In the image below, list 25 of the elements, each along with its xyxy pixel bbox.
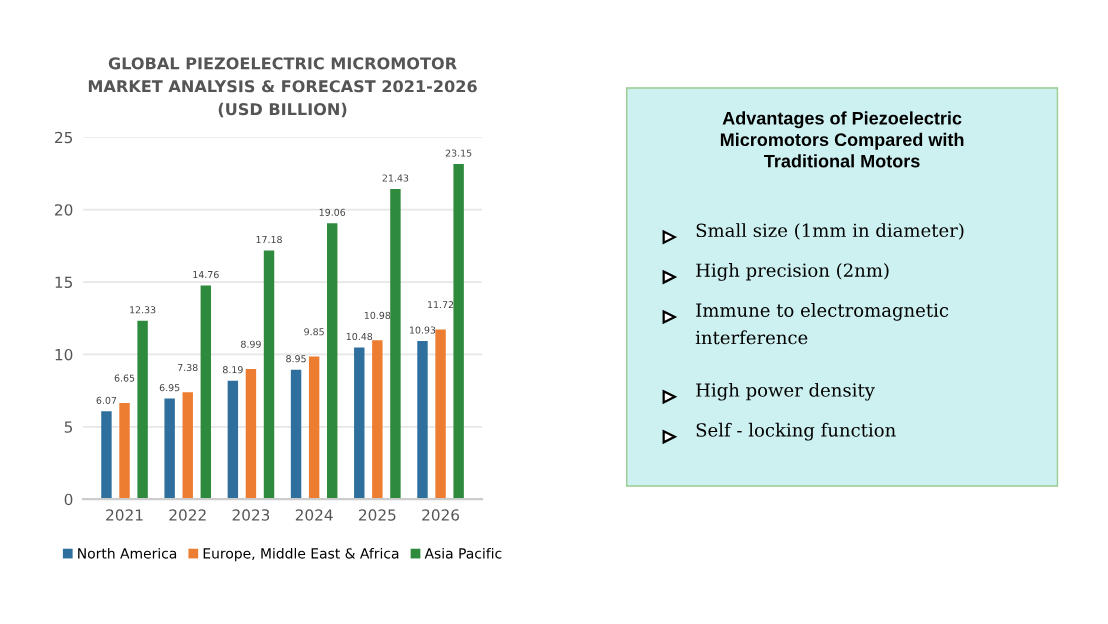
bar (327, 223, 338, 500)
bar (372, 340, 383, 500)
bar (417, 340, 428, 500)
bar (435, 329, 446, 500)
bar (245, 369, 257, 500)
bar (137, 320, 148, 500)
text: Small size (1mm in diameter) (696, 223, 964, 240)
bar (453, 164, 464, 500)
bar (308, 356, 320, 500)
text: Advantages of Piezoelectric Micromotors Compared with Traditional Motors (720, 111, 964, 168)
text: High precision (2nm) (696, 263, 889, 281)
bar (182, 392, 193, 500)
text: Immune to electromagnetic interference (695, 303, 949, 345)
bar (263, 250, 275, 500)
bar (200, 285, 212, 500)
bar (119, 402, 130, 500)
bar (354, 347, 365, 500)
text: High power density (696, 382, 875, 401)
bar (290, 369, 302, 500)
bar (101, 411, 112, 500)
bar (390, 188, 401, 500)
text: Self - locking function (696, 422, 896, 441)
chart-title: GLOBAL PIEZOELECTRIC MICROMOTOR MARKET ANALYSIS & FORECAST 2021-2026 (USD BILLION) (88, 57, 477, 118)
bar (164, 398, 175, 500)
bar (227, 380, 239, 500)
